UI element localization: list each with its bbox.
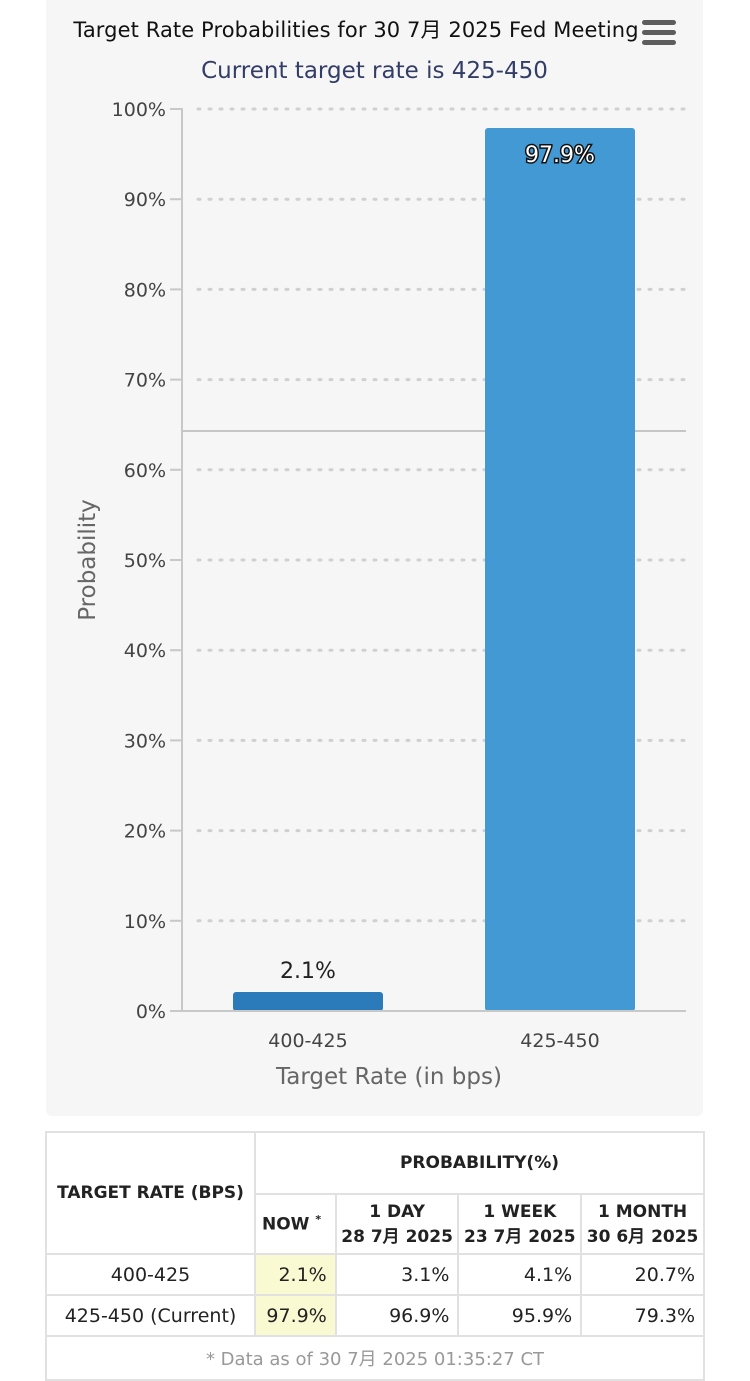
hamburger-icon[interactable]	[642, 18, 676, 48]
y-tick-label: 10%	[124, 911, 166, 933]
bar-400-425[interactable]	[233, 992, 383, 1011]
y-tick-label: 60%	[124, 460, 166, 482]
probability-table: TARGET RATE (BPS) PROBABILITY(%) NOW * 1…	[45, 1131, 705, 1381]
header-probability: PROBABILITY(%)	[254, 1131, 705, 1195]
header-1-day: 1 DAY 28 7月 2025	[334, 1193, 460, 1255]
y-tick-label: 80%	[124, 279, 166, 301]
x-axis-title: Target Rate (in bps)	[275, 1064, 502, 1090]
x-axis-ticks: 400-425 425-450	[268, 1030, 599, 1052]
now-cell: 97.9%	[254, 1294, 337, 1337]
rate-cell: 425-450 (Current)	[45, 1294, 256, 1337]
y-tick-label: 30%	[124, 730, 166, 752]
y-axis-title: Probability	[75, 499, 101, 621]
y-axis-ticks: 0% 10% 20% 30% 40% 50% 60% 70% 80% 90% 100%	[112, 99, 182, 1023]
month-cell: 79.3%	[580, 1294, 705, 1337]
table-row: 400-425 2.1% 3.1% 4.1% 20.7%	[45, 1253, 705, 1296]
day-cell: 96.9%	[334, 1294, 460, 1337]
rate-cell: 400-425	[45, 1253, 256, 1296]
y-tick-label: 0%	[136, 1001, 166, 1023]
probability-bar-chart: 0% 10% 20% 30% 40% 50% 60% 70% 80% 90% 100% 2.1% 97…	[75, 99, 688, 1090]
data-label: 97.9%	[525, 143, 595, 168]
header-1-week: 1 WEEK 23 7月 2025	[457, 1193, 583, 1255]
header-target-rate: TARGET RATE (BPS)	[45, 1131, 256, 1255]
y-tick-label: 70%	[124, 370, 166, 392]
chart-title: Target Rate Probabilities for 30 7月 2025…	[73, 18, 639, 42]
y-tick-label: 20%	[124, 821, 166, 843]
day-cell: 3.1%	[334, 1253, 460, 1296]
table-row: 425-450 (Current) 97.9% 96.9% 95.9% 79.3…	[45, 1294, 705, 1337]
week-cell: 95.9%	[457, 1294, 583, 1337]
now-cell: 2.1%	[254, 1253, 337, 1296]
bar-425-450[interactable]	[485, 127, 635, 1011]
x-tick-label: 425-450	[520, 1030, 599, 1052]
y-tick-label: 90%	[124, 189, 166, 211]
chart-card: Target Rate Probabilities for 30 7月 2025…	[46, 0, 703, 1116]
bars: 2.1% 97.9%	[233, 127, 635, 1011]
y-tick-label: 40%	[124, 640, 166, 662]
y-tick-label: 100%	[112, 99, 166, 121]
data-timestamp-footnote: * Data as of 30 7月 2025 01:35:27 CT	[45, 1335, 705, 1381]
x-tick-label: 400-425	[268, 1030, 347, 1052]
header-now: NOW *	[254, 1193, 337, 1255]
y-tick-label: 50%	[124, 550, 166, 572]
week-cell: 4.1%	[457, 1253, 583, 1296]
header-1-month: 1 MONTH 30 6月 2025	[580, 1193, 705, 1255]
chart-subtitle: Current target rate is 425-450	[201, 58, 548, 84]
month-cell: 20.7%	[580, 1253, 705, 1296]
data-label: 2.1%	[280, 959, 336, 984]
